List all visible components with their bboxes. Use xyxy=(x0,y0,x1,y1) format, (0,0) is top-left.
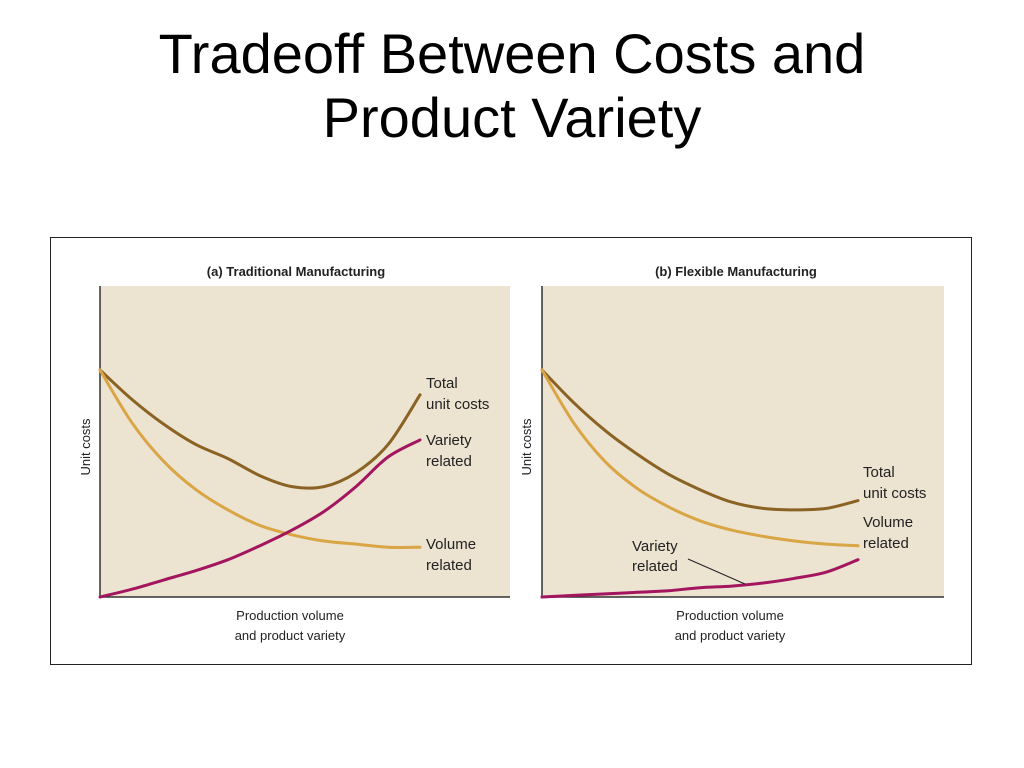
panel-b-xlabel-line-2: and product variety xyxy=(675,628,786,643)
panel-b-plot-area xyxy=(542,286,944,597)
panel-a-ylabel: Unit costs xyxy=(78,418,93,476)
panel-a-label-volume-line-2: related xyxy=(426,557,472,574)
panel-b-label-volume-line-2: related xyxy=(863,535,909,552)
figure-svg: (a) Traditional Manufacturing Unit costs… xyxy=(78,264,944,643)
panel-a-series-volume-line xyxy=(98,368,422,549)
panel-b-label-volume-line-1: Volume xyxy=(863,514,913,531)
slide-title-line-1: Tradeoff Between Costs and xyxy=(158,22,866,85)
panel-a-label-total-line-2: unit costs xyxy=(426,396,489,413)
panel-a-series-variety-line xyxy=(98,438,422,599)
panel-a-label-variety-line-2: related xyxy=(426,453,472,470)
slide-title-line-2: Product Variety xyxy=(322,86,702,149)
panel-traditional-manufacturing: (a) Traditional Manufacturing Unit costs… xyxy=(78,264,510,643)
panel-b-series-variety-line xyxy=(540,558,860,599)
panel-a-curves xyxy=(98,368,422,599)
panel-b-ylabel: Unit costs xyxy=(519,418,534,476)
panel-b-label-total-line-2: unit costs xyxy=(863,485,926,502)
panel-a-title: (a) Traditional Manufacturing xyxy=(207,264,385,279)
panel-b-series-total-line xyxy=(540,368,860,512)
panel-b-label-variety-line-1: Variety xyxy=(632,538,678,555)
slide-title: Tradeoff Between Costs and Product Varie… xyxy=(0,22,1024,150)
panel-a-label-variety-line-1: Variety xyxy=(426,432,472,449)
panel-b-series-volume-line xyxy=(540,368,860,548)
panel-b-label-variety-line-2: related xyxy=(632,558,678,575)
panel-b-xlabel-line-1: Production volume xyxy=(676,608,784,623)
panel-a-xlabel-line-2: and product variety xyxy=(235,628,346,643)
panel-a-plot-area xyxy=(100,286,510,597)
panel-flexible-manufacturing: (b) Flexible Manufacturing Unit costs Pr… xyxy=(519,264,944,643)
panel-a-label-volume-line-1: Volume xyxy=(426,536,476,553)
panel-b-label-total-line-1: Total xyxy=(863,464,895,481)
panel-b-title: (b) Flexible Manufacturing xyxy=(655,264,817,279)
panel-a-xlabel-line-1: Production volume xyxy=(236,608,344,623)
panel-a-label-total-line-1: Total xyxy=(426,375,458,392)
panel-b-curves xyxy=(540,368,860,599)
panel-a-series-total-line xyxy=(98,368,422,490)
panel-b-variety-leader-line xyxy=(687,558,746,585)
